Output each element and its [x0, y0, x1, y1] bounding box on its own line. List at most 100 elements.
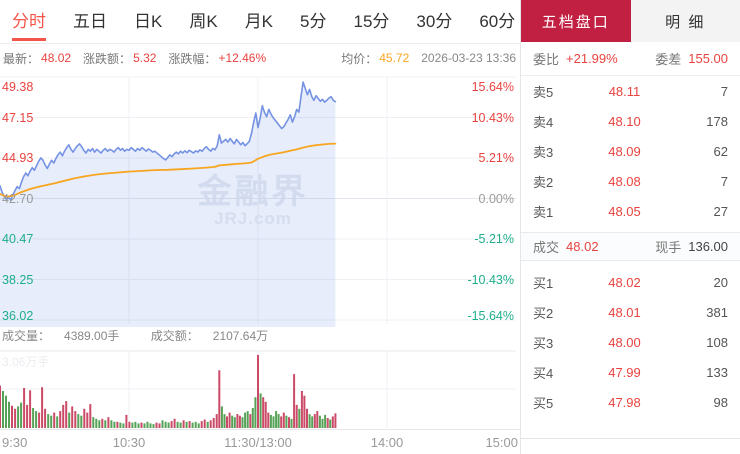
sell-level-label: 卖4	[533, 114, 554, 130]
sell-quantity: 7	[720, 83, 728, 99]
buy-price: 48.00	[608, 334, 641, 350]
tab-15min[interactable]: 15分	[353, 12, 390, 31]
sell-level-label: 卖5	[533, 84, 554, 100]
tab-5min[interactable]: 5分	[300, 12, 327, 31]
change-label: 涨跌额：	[83, 51, 132, 66]
buy-quantity: 20	[713, 274, 728, 290]
lot-label: 现手	[655, 240, 682, 255]
weibi-value: +21.99%	[566, 51, 618, 66]
time-tick-label: 14:00	[370, 435, 404, 450]
avg-label: 均价：	[341, 51, 378, 66]
tab-detail[interactable]: 明 细	[630, 0, 740, 42]
watermark: 金融界 JRJ.com	[133, 175, 373, 229]
datetime: 2026-03-23 13:36	[421, 51, 516, 65]
sell-level-label: 卖1	[533, 204, 554, 220]
tab-fenshi[interactable]: 分时	[12, 0, 46, 43]
tab-monthly-k[interactable]: 月K	[244, 12, 274, 31]
buy-quantity: 133	[706, 364, 728, 380]
y-axis-percent-label: -10.43%	[467, 272, 514, 287]
tab-30min[interactable]: 30分	[416, 12, 453, 31]
buy-level-label: 买1	[533, 275, 554, 291]
time-axis: 9:30 10:30 11:30/13:00 14:00 15:00	[0, 429, 520, 454]
y-axis-price-label: 38.25	[2, 272, 34, 287]
tab-five-level-book[interactable]: 五档盘口	[521, 0, 631, 42]
tab-5day[interactable]: 五日	[73, 12, 107, 31]
sell-row[interactable]: 卖5 48.11 7	[521, 76, 740, 106]
sell-row[interactable]: 卖4 48.10 178	[521, 106, 740, 136]
volume-value: 4389.00手	[64, 329, 120, 343]
weicha-label: 委差	[655, 52, 682, 67]
sell-rows: 卖5 48.11 7 卖4 48.10 178 卖3 48.09 62 卖2 48.08 7 卖1 48.…	[521, 76, 740, 226]
order-book-tabs: 五档盘口 明 细	[521, 0, 740, 42]
buy-row[interactable]: 买4 47.99 133	[521, 357, 740, 387]
order-book-panel: 五档盘口 明 细 委比 +21.99% 委差 155.00 卖5 48.11 7 卖4…	[520, 0, 740, 454]
sell-row[interactable]: 卖3 48.09 62	[521, 136, 740, 166]
buy-quantity: 381	[706, 304, 728, 320]
weibi-row: 委比 +21.99% 委差 155.00	[521, 42, 740, 76]
amount-value: 2107.64万	[212, 329, 269, 343]
volume-scale-max-label: 3.06万手	[2, 355, 50, 369]
buy-level-label: 买4	[533, 365, 554, 381]
buy-rows: 买1 48.02 20 买2 48.01 381 买3 48.00 108 买4 47.99 133 买…	[521, 267, 740, 417]
y-axis-percent-label: 0.00%	[478, 191, 514, 206]
sell-quantity: 7	[720, 173, 728, 189]
y-axis-price-label: 42.70	[2, 191, 34, 206]
change-value: 5.32	[133, 51, 157, 65]
y-axis-price-label: 49.38	[2, 80, 34, 94]
chart-canvas[interactable]	[0, 73, 520, 454]
time-tick-label: 15:00	[485, 435, 518, 450]
buy-quantity: 108	[706, 334, 728, 350]
lot-value: 136.00	[688, 239, 728, 254]
buy-level-label: 买2	[533, 305, 554, 321]
latest-label: 最新：	[3, 51, 40, 66]
volume-info-bar: 成交量： 4389.00手 成交额： 2107.64万	[2, 327, 296, 344]
watermark-logo-text: 金融界	[197, 173, 309, 211]
chart-section: 分时 五日 日K 周K 月K 5分 15分 30分 60分 最新： 48.02 涨跌额： 5.32 …	[0, 0, 520, 454]
chart-area[interactable]: 金融界 JRJ.com 成交量： 4389.00手 成交额： 2107.64万 3.…	[0, 73, 520, 454]
pct-value: +12.46%	[218, 51, 267, 65]
sell-price: 48.08	[608, 173, 641, 189]
weibi-label: 委比	[533, 52, 560, 67]
time-tick-label: 11:30/13:00	[224, 435, 292, 450]
deal-price: 48.02	[566, 239, 599, 254]
buy-price: 47.99	[608, 364, 641, 380]
buy-price: 48.01	[608, 304, 641, 320]
order-book-box: 五档盘口 明 细 委比 +21.99% 委差 155.00 卖5 48.11 7 卖4…	[521, 0, 740, 439]
tab-daily-k[interactable]: 日K	[134, 12, 163, 31]
y-axis-percent-label: 15.64%	[471, 80, 514, 94]
y-axis-percent-label: -5.21%	[474, 232, 514, 246]
buy-quantity: 98	[713, 394, 728, 410]
sell-row[interactable]: 卖2 48.08 7	[521, 166, 740, 196]
deal-label: 成交	[533, 240, 560, 255]
sell-quantity: 62	[713, 143, 728, 159]
y-axis-percent-label: 10.43%	[471, 110, 514, 125]
buy-row[interactable]: 买3 48.00 108	[521, 327, 740, 357]
time-tick-label: 9:30	[2, 435, 28, 450]
tab-weekly-k[interactable]: 周K	[189, 12, 218, 31]
sell-quantity: 27	[713, 203, 728, 219]
sell-price: 48.05	[608, 203, 641, 219]
sell-row[interactable]: 卖1 48.05 27	[521, 196, 740, 226]
buy-price: 47.98	[608, 394, 641, 410]
buy-row[interactable]: 买1 48.02 20	[521, 267, 740, 297]
deal-row: 成交 48.02 现手 136.00	[521, 232, 740, 261]
y-axis-price-label: 40.47	[2, 232, 34, 246]
sell-price: 48.11	[608, 83, 641, 99]
quote-info-bar: 最新： 48.02 涨跌额： 5.32 涨跌幅： +12.46% 均价： 45.72 2…	[0, 44, 520, 72]
volume-label: 成交量：	[2, 329, 51, 343]
tab-60min[interactable]: 60分	[479, 12, 516, 31]
chart-tabs: 分时 五日 日K 周K 月K 5分 15分 30分 60分	[0, 0, 520, 44]
buy-level-label: 买3	[533, 335, 554, 351]
pct-label: 涨跌幅：	[168, 51, 217, 66]
weicha-value: 155.00	[688, 51, 728, 66]
y-axis-percent-label: 5.21%	[478, 151, 514, 165]
buy-row[interactable]: 买2 48.01 381	[521, 297, 740, 327]
time-tick-label: 10:30	[112, 435, 146, 450]
y-axis-percent-label: -15.64%	[467, 309, 514, 323]
buy-row[interactable]: 买5 47.98 98	[521, 387, 740, 417]
latest-value: 48.02	[41, 51, 72, 65]
buy-level-label: 买5	[533, 395, 554, 411]
y-axis-price-label: 36.02	[2, 309, 34, 323]
sell-price: 48.10	[608, 113, 641, 129]
